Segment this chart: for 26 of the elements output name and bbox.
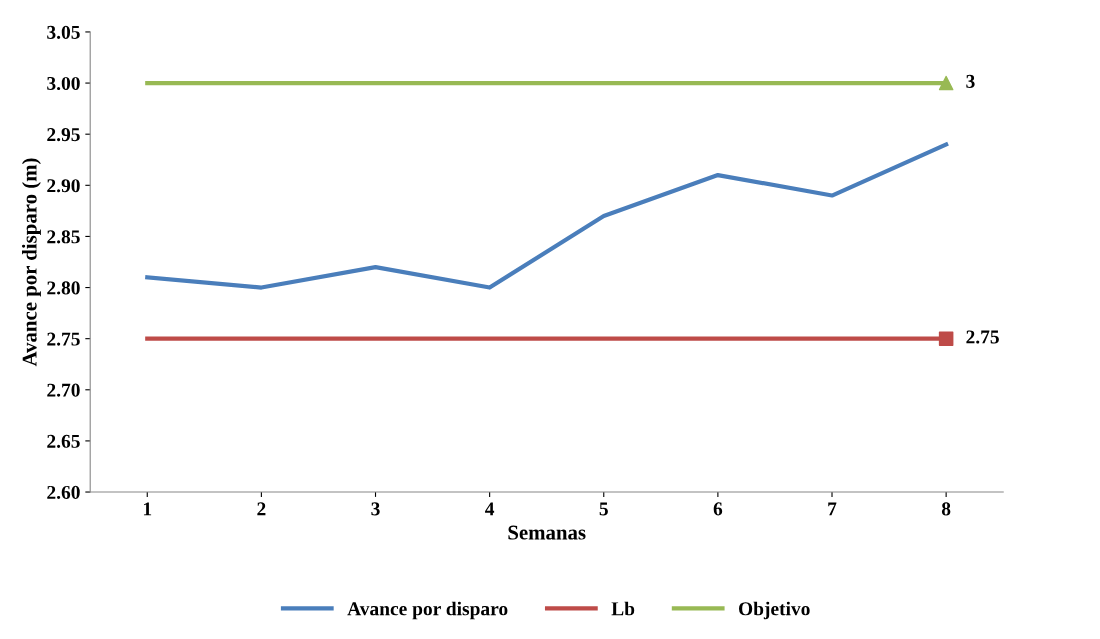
y-tick-label: 2.70 [47,383,80,397]
y-tick-label: 2.60 [47,485,80,500]
x-tick-label: 2 [257,502,266,516]
x-tick-label: 1 [143,502,152,516]
data-label: 2.75 [966,330,999,344]
y-tick-label: 2.90 [47,179,80,193]
y-tick-label: 3.00 [47,76,80,91]
x-tick-label: 4 [485,502,495,516]
y-tick-label: 2.85 [47,230,80,244]
line-series [145,142,949,290]
y-tick-label: 2.80 [47,281,80,295]
x-tick-label: 3 [371,502,380,516]
y-tick-label: 2.95 [47,128,80,142]
x-tick-label: 8 [941,502,951,516]
y-tick-label: 3.05 [47,25,80,39]
x-axis-title: Semanas [508,525,586,540]
y-tick-label: 2.75 [47,332,80,346]
legend-label: Objetivo [739,601,810,620]
y-tick-label: 2.65 [47,434,80,448]
legend-label: Avance por disparo [347,601,508,620]
x-tick-label: 7 [828,502,837,516]
y-axis-title: Avance por disparo (m) [22,158,41,367]
x-tick-label: 6 [713,502,723,516]
x-tick-label: 5 [599,502,608,516]
legend-label: Lb [611,601,635,616]
data-label: 3 [966,74,975,88]
